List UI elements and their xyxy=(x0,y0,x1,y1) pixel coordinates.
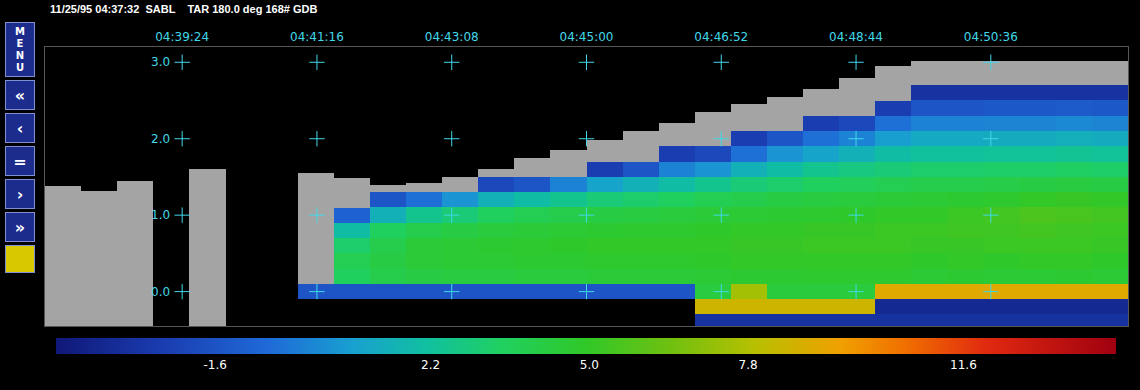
svg-text:7.8: 7.8 xyxy=(739,358,758,372)
html-text:U: U xyxy=(15,61,25,73)
svg-text:04:46:52: 04:46:52 xyxy=(694,30,748,44)
svg-text:5.0: 5.0 xyxy=(580,358,599,372)
svg-text:04:48:44: 04:48:44 xyxy=(829,30,883,44)
svg-text:3.0: 3.0 xyxy=(151,55,170,69)
svg-text:-1.6: -1.6 xyxy=(204,358,227,372)
html-text:M: M xyxy=(15,25,25,37)
svg-text:1.0: 1.0 xyxy=(151,208,170,222)
svg-text:0.0: 0.0 xyxy=(151,285,170,299)
svg-text:2.0: 2.0 xyxy=(151,132,170,146)
svg-text:11.6: 11.6 xyxy=(950,358,977,372)
svg-text:04:41:16: 04:41:16 xyxy=(290,30,344,44)
svg-text:2.2: 2.2 xyxy=(421,358,440,372)
html-text:E: E xyxy=(16,37,24,49)
html-text:N: N xyxy=(15,49,25,61)
svg-text:04:50:36: 04:50:36 xyxy=(964,30,1018,44)
html-text:11/25/95 04:37:32 SABL TAR 180: 11/25/95 04:37:32 SABL TAR 180.0 deg 168… xyxy=(50,3,318,15)
svg-text:04:39:24: 04:39:24 xyxy=(155,30,209,44)
svg-text:04:43:08: 04:43:08 xyxy=(425,30,479,44)
svg-text:04:45:00: 04:45:00 xyxy=(560,30,614,44)
